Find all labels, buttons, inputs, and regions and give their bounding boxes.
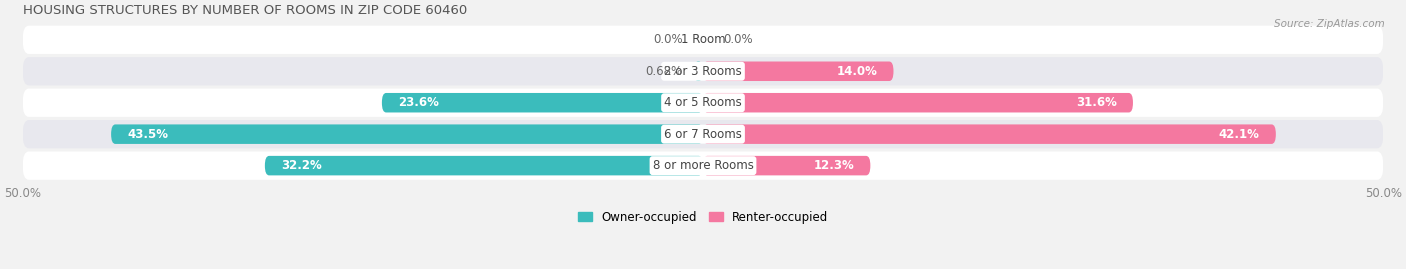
FancyBboxPatch shape bbox=[22, 120, 1384, 148]
Text: Source: ZipAtlas.com: Source: ZipAtlas.com bbox=[1274, 19, 1385, 29]
Text: 14.0%: 14.0% bbox=[837, 65, 877, 78]
FancyBboxPatch shape bbox=[22, 57, 1384, 86]
Text: 23.6%: 23.6% bbox=[398, 96, 439, 109]
FancyBboxPatch shape bbox=[22, 26, 1384, 54]
FancyBboxPatch shape bbox=[703, 156, 870, 175]
Text: HOUSING STRUCTURES BY NUMBER OF ROOMS IN ZIP CODE 60460: HOUSING STRUCTURES BY NUMBER OF ROOMS IN… bbox=[22, 4, 467, 17]
Text: 0.0%: 0.0% bbox=[652, 33, 682, 46]
Text: 32.2%: 32.2% bbox=[281, 159, 322, 172]
FancyBboxPatch shape bbox=[22, 89, 1384, 117]
Text: 0.68%: 0.68% bbox=[645, 65, 683, 78]
Text: 1 Room: 1 Room bbox=[681, 33, 725, 46]
Text: 42.1%: 42.1% bbox=[1219, 128, 1260, 141]
Text: 6 or 7 Rooms: 6 or 7 Rooms bbox=[664, 128, 742, 141]
Text: 31.6%: 31.6% bbox=[1076, 96, 1116, 109]
FancyBboxPatch shape bbox=[703, 125, 1275, 144]
Text: 4 or 5 Rooms: 4 or 5 Rooms bbox=[664, 96, 742, 109]
Text: 12.3%: 12.3% bbox=[813, 159, 853, 172]
Legend: Owner-occupied, Renter-occupied: Owner-occupied, Renter-occupied bbox=[572, 206, 834, 228]
Text: 2 or 3 Rooms: 2 or 3 Rooms bbox=[664, 65, 742, 78]
FancyBboxPatch shape bbox=[22, 151, 1384, 180]
FancyBboxPatch shape bbox=[693, 62, 703, 81]
FancyBboxPatch shape bbox=[703, 62, 893, 81]
Text: 8 or more Rooms: 8 or more Rooms bbox=[652, 159, 754, 172]
FancyBboxPatch shape bbox=[703, 93, 1133, 112]
FancyBboxPatch shape bbox=[382, 93, 703, 112]
Text: 0.0%: 0.0% bbox=[724, 33, 754, 46]
FancyBboxPatch shape bbox=[111, 125, 703, 144]
FancyBboxPatch shape bbox=[264, 156, 703, 175]
Text: 43.5%: 43.5% bbox=[128, 128, 169, 141]
